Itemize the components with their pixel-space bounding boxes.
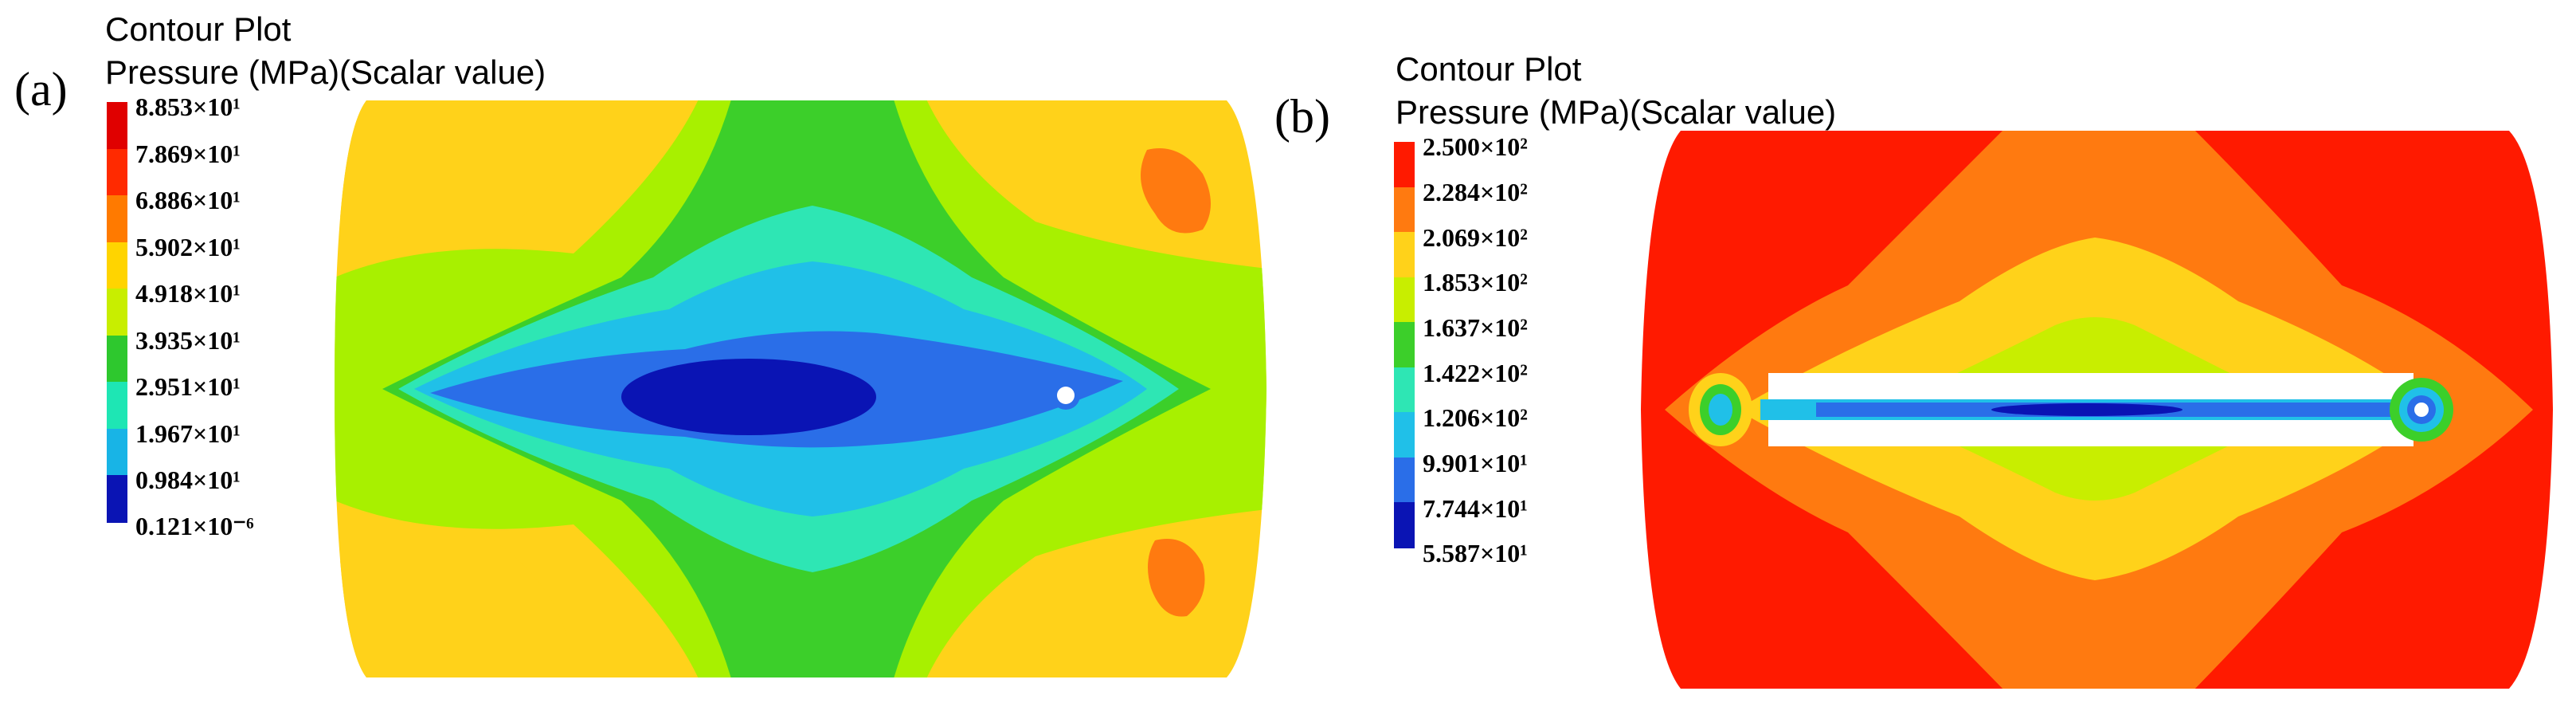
legend-value: 1.853×10² [1423, 268, 1528, 297]
legend-value: 0.121×10⁻⁶ [135, 512, 254, 540]
plot-title-line2: Pressure (MPa)(Scalar value) [105, 53, 546, 91]
legend-value: 2.284×10² [1423, 178, 1528, 206]
plot-title-line1: Contour Plot [105, 10, 292, 48]
plot-title-line1: Contour Plot [1396, 50, 1582, 88]
pressure-contour-field [1641, 131, 2553, 689]
legend-value: 3.935×10¹ [135, 326, 241, 355]
legend-value: 1.422×10² [1423, 359, 1528, 387]
legend-value: 2.951×10¹ [135, 372, 241, 401]
plot-title-line2: Pressure (MPa)(Scalar value) [1396, 93, 1837, 131]
legend-value: 5.902×10¹ [135, 233, 241, 261]
legend-value: 0.984×10¹ [135, 465, 241, 494]
panel-b: (b) Contour Plot Pressure (MPa)(Scalar v… [1274, 0, 2576, 703]
legend-value: 1.637×10² [1423, 313, 1528, 342]
color-legend-bar [1394, 142, 1415, 548]
legend-value: 2.069×10² [1423, 223, 1528, 252]
legend-value: 6.886×10¹ [135, 186, 241, 214]
legend-value: 4.918×10¹ [135, 279, 241, 308]
legend-value: 8.853×10¹ [135, 92, 241, 121]
panel-label: (b) [1274, 90, 1330, 143]
color-legend-bar [107, 102, 127, 523]
legend-value: 2.500×10² [1423, 132, 1528, 161]
legend-value: 5.587×10¹ [1423, 539, 1528, 568]
legend-value: 7.744×10¹ [1423, 494, 1528, 523]
legend-value: 9.901×10¹ [1423, 449, 1528, 477]
legend-value: 7.869×10¹ [135, 139, 241, 168]
legend-value: 1.206×10² [1423, 403, 1528, 432]
panel-label: (a) [14, 63, 68, 116]
pressure-contour-field [335, 100, 1266, 677]
legend-value: 1.967×10¹ [135, 419, 241, 448]
panel-a: (a) Contour Plot Pressure (MPa)(Scalar v… [0, 0, 1274, 703]
